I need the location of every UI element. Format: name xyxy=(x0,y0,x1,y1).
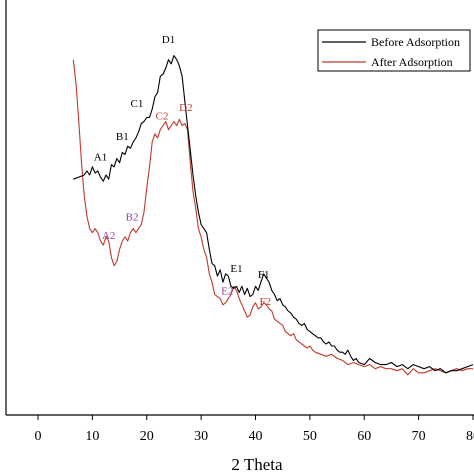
x-tick-label: 50 xyxy=(303,429,317,444)
peak-label: F2 xyxy=(259,296,271,308)
peak-label: B2 xyxy=(126,211,139,223)
series-line-before-adsorption xyxy=(73,55,474,374)
peak-label: F1 xyxy=(258,269,270,281)
peak-label: A1 xyxy=(94,152,107,164)
legend: Before Adsorption After Adsorption xyxy=(317,29,471,72)
legend-label: After Adsorption xyxy=(371,55,453,69)
peak-label: E2 xyxy=(221,286,233,298)
x-tick-label: 0 xyxy=(35,429,42,444)
legend-label: Before Adsorption xyxy=(371,35,460,49)
series-layer xyxy=(72,55,474,376)
peak-label: C2 xyxy=(156,110,169,122)
x-tick-label: 20 xyxy=(140,429,154,444)
peak-label: E1 xyxy=(230,263,242,275)
x-tick-label: 70 xyxy=(412,429,426,444)
axes: 0 10 20 30 40 50 60 70 80 xyxy=(5,0,474,444)
x-tick-label: 10 xyxy=(85,429,99,444)
x-tick-label: 80 xyxy=(466,429,474,444)
peak-label: D1 xyxy=(162,34,175,46)
x-axis-title: 2 Theta xyxy=(231,455,283,474)
peak-label: A2 xyxy=(102,230,115,242)
peak-annotations: A1 B1 C1 D1 E1 F1 A2 B2 C2 D2 E2 F2 xyxy=(94,34,271,308)
peak-label: B1 xyxy=(116,131,129,143)
series-line-after-adsorption xyxy=(72,59,473,376)
legend-box xyxy=(317,29,471,72)
peak-label: C1 xyxy=(131,98,144,110)
x-tick-label: 40 xyxy=(249,429,263,444)
peak-label: D2 xyxy=(179,102,192,114)
x-tick-label: 30 xyxy=(194,429,208,444)
x-tick-label: 60 xyxy=(357,429,371,444)
